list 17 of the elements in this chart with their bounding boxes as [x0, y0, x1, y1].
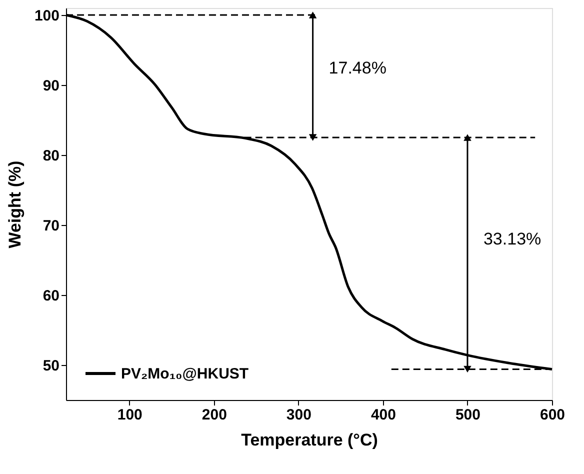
y-tick-label: 100	[34, 8, 60, 24]
x-axis-title: Temperature (°C)	[241, 430, 378, 450]
x-tick-label: 300	[286, 406, 312, 424]
x-tick-label: 200	[202, 406, 227, 424]
annotation: 33.13%	[483, 229, 542, 248]
y-axis-title: Weight (%)	[5, 160, 24, 248]
annotation: 17.48%	[328, 58, 386, 78]
x-tick-label: 500	[455, 406, 480, 424]
y-tick-label: 90	[42, 78, 60, 94]
x-tick-label: 100	[117, 406, 142, 424]
x-tick-label: 600	[540, 406, 566, 424]
y-tick-label: 60	[42, 288, 60, 304]
y-tick-label: 80	[42, 148, 60, 164]
y-tick-label: 50	[42, 358, 60, 374]
legend-label: PV₂Mo₁₀@HKUST	[121, 366, 249, 382]
y-tick-label: 70	[42, 218, 60, 234]
x-tick-label: 400	[370, 406, 396, 424]
